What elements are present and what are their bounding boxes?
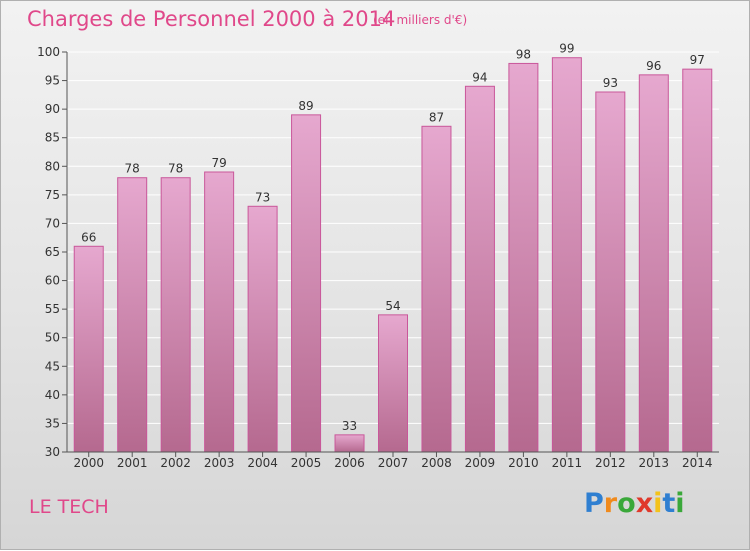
chart-title: Charges de Personnel 2000 à 2014	[27, 7, 396, 31]
data-label: 66	[81, 230, 96, 244]
bar-2011	[551, 57, 582, 453]
location-name: LE TECH	[29, 496, 109, 518]
x-tick-label: 2006	[334, 456, 365, 470]
bar-2012	[595, 91, 626, 453]
data-label: 79	[211, 156, 226, 170]
data-label: 99	[559, 42, 574, 56]
chart-subtitle: (en milliers d'€)	[373, 13, 468, 27]
x-tick-label: 2011	[552, 456, 583, 470]
data-label: 93	[603, 76, 618, 90]
y-tick-label: 65	[45, 245, 60, 259]
x-tick-label: 2012	[595, 456, 626, 470]
y-tick-label: 70	[45, 216, 60, 230]
bar-2005	[291, 114, 322, 453]
bar-2002	[160, 177, 191, 453]
y-tick-label: 100	[37, 45, 60, 59]
data-label: 98	[516, 47, 531, 61]
x-tick-label: 2014	[682, 456, 713, 470]
data-label: 89	[298, 99, 313, 113]
data-label: 96	[646, 59, 661, 73]
x-tick-label: 2004	[247, 456, 278, 470]
x-tick-label: 2003	[204, 456, 235, 470]
bar-2006	[334, 434, 365, 453]
x-tick-label: 2009	[465, 456, 496, 470]
x-tick-label: 2001	[117, 456, 148, 470]
y-tick-label: 30	[45, 445, 60, 459]
logo-letter: o	[617, 488, 636, 519]
logo-letter: P	[584, 488, 604, 519]
logo-letter: r	[603, 488, 618, 519]
data-label: 54	[385, 299, 400, 313]
y-tick-label: 45	[45, 359, 60, 373]
bar-2007	[378, 314, 408, 453]
bar-2013	[638, 74, 669, 453]
y-tick-label: 60	[45, 274, 60, 288]
y-tick-label: 75	[45, 188, 60, 202]
x-tick-label: 2013	[639, 456, 670, 470]
y-tick-label: 90	[45, 102, 60, 116]
bar-2004	[247, 205, 278, 453]
bar-2000	[73, 245, 104, 453]
logo-letter: i	[653, 488, 663, 519]
y-tick-label: 35	[45, 416, 60, 430]
x-tick-label: 2007	[378, 456, 409, 470]
bar-2003	[204, 171, 235, 453]
bar-2009	[464, 85, 495, 453]
y-tick-label: 40	[45, 388, 60, 402]
data-label: 87	[429, 110, 444, 124]
logo-letter: i	[675, 488, 685, 519]
bar-2008	[421, 125, 452, 453]
x-tick-label: 2002	[160, 456, 191, 470]
x-tick-label: 2010	[508, 456, 539, 470]
proxiti-logo[interactable]: Proxiti	[584, 488, 685, 519]
data-label: 73	[255, 190, 270, 204]
x-tick-label: 2005	[291, 456, 322, 470]
y-tick-label: 85	[45, 131, 60, 145]
data-label: 94	[472, 70, 487, 84]
x-tick-label: 2000	[73, 456, 104, 470]
y-tick-label: 50	[45, 331, 60, 345]
logo-letter: t	[662, 488, 676, 519]
y-tick-label: 55	[45, 302, 60, 316]
data-label: 97	[690, 53, 705, 67]
y-tick-label: 95	[45, 74, 60, 88]
data-label: 78	[125, 162, 140, 176]
data-label: 33	[342, 419, 357, 433]
bar-2010	[508, 62, 539, 453]
data-label: 78	[168, 162, 183, 176]
logo-letter: x	[635, 488, 654, 519]
bar-2014	[682, 68, 713, 453]
bar-2001	[117, 177, 148, 453]
x-tick-label: 2008	[421, 456, 452, 470]
y-tick-label: 80	[45, 159, 60, 173]
